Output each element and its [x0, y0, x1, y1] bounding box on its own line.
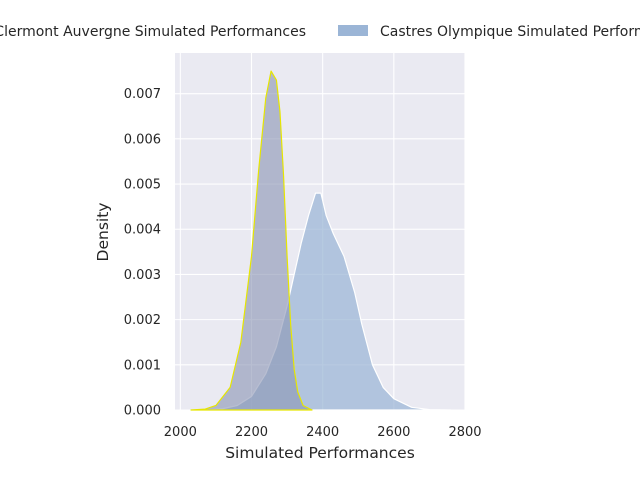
y-tick-label: 0.002 — [124, 313, 161, 328]
y-tick-label: 0.001 — [124, 358, 161, 373]
x-axis-label: Simulated Performances — [225, 444, 415, 462]
legend-label-clermont: Clermont Auvergne Simulated Performances — [0, 24, 306, 40]
y-tick-label: 0.005 — [124, 178, 161, 193]
x-tick-labels: 2000 2200 2400 2600 2800 — [164, 425, 482, 440]
clermont-density-area — [190, 70, 313, 411]
density-areas — [190, 70, 452, 411]
legend-swatch-castres — [338, 25, 368, 36]
legend: Clermont Auvergne Simulated Performances… — [0, 24, 640, 40]
x-tick-label: 2800 — [448, 425, 481, 440]
x-tick-label: 2000 — [164, 425, 197, 440]
y-tick-label: 0.007 — [124, 87, 161, 102]
y-tick-label: 0.006 — [124, 132, 161, 147]
x-tick-label: 2400 — [306, 425, 339, 440]
y-tick-label: 0.003 — [124, 268, 161, 283]
y-tick-label: 0.000 — [124, 404, 161, 419]
y-tick-labels: 0.000 0.001 0.002 0.003 0.004 0.005 0.006 0.007 — [124, 87, 161, 418]
y-tick-label: 0.004 — [124, 223, 161, 238]
y-axis-label: Density — [94, 203, 112, 262]
legend-label-castres: Castres Olympique Simulated Performances — [380, 24, 640, 40]
x-tick-label: 2200 — [235, 425, 268, 440]
x-tick-label: 2600 — [377, 425, 410, 440]
